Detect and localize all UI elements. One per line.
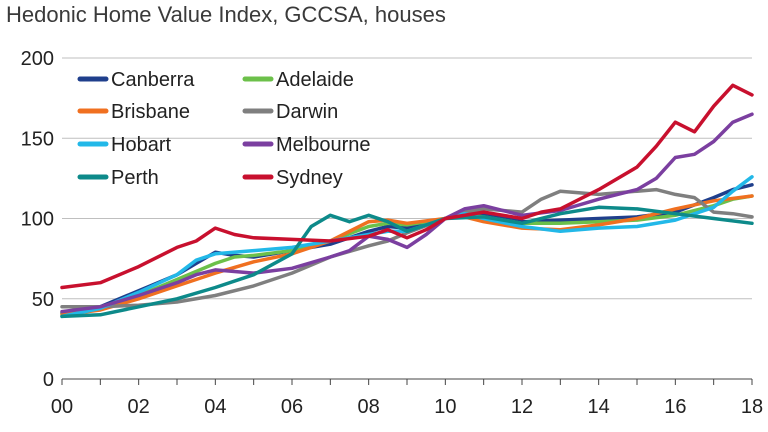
legend-label-sydney: Sydney	[276, 167, 343, 189]
y-tick-label: 200	[21, 48, 54, 70]
x-tick-label: 10	[434, 396, 456, 418]
legend-label-perth: Perth	[111, 167, 159, 189]
series-line-melbourne	[60, 112, 754, 314]
x-tick-label: 12	[511, 396, 533, 418]
x-tick-label: 14	[588, 396, 610, 418]
legend-label-darwin: Darwin	[276, 101, 338, 123]
x-tick-label: 18	[741, 396, 763, 418]
legend-label-brisbane: Brisbane	[111, 101, 190, 123]
x-tick-label: 16	[664, 396, 686, 418]
y-tick-label: 100	[21, 209, 54, 231]
x-tick-label: 02	[128, 396, 150, 418]
legend-label-canberra: Canberra	[111, 69, 195, 91]
x-tick-label: 06	[281, 396, 303, 418]
x-tick-label: 08	[358, 396, 380, 418]
series-line-sydney	[60, 83, 754, 290]
x-tick-label: 04	[204, 396, 226, 418]
legend-label-melbourne: Melbourne	[276, 134, 371, 156]
series-line-perth	[60, 205, 754, 319]
y-tick-label: 0	[43, 369, 54, 391]
gridlines	[62, 57, 752, 300]
y-tick-label: 150	[21, 128, 54, 150]
legend: Canberra Adelaide Brisbane Darwin Hobart Melb…	[77, 69, 371, 189]
legend-label-hobart: Hobart	[111, 134, 171, 156]
chart-title: Hedonic Home Value Index, GCCSA, houses	[6, 2, 446, 27]
y-tick-label: 50	[32, 289, 54, 311]
x-tick-label: 00	[51, 396, 73, 418]
axes: 0 50 100 150 200 00 02 04 06 08 10 12 14 16 18	[21, 48, 764, 418]
legend-label-adelaide: Adelaide	[276, 69, 354, 91]
series-line-brisbane	[60, 194, 754, 317]
series-lines	[60, 83, 754, 319]
